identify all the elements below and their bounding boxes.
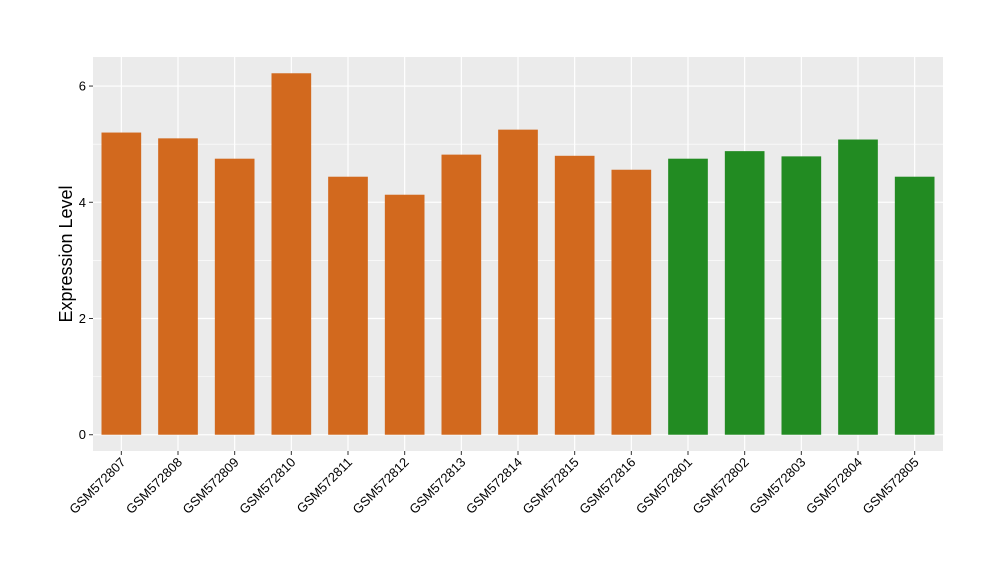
- bar: [724, 151, 765, 435]
- y-axis-title: Expression Level: [56, 185, 76, 322]
- bar: [158, 138, 198, 435]
- bar: [328, 176, 368, 435]
- y-tick-label: 6: [79, 79, 86, 94]
- x-axis: GSM572807GSM572808GSM572809GSM572810GSM5…: [66, 451, 922, 517]
- x-tick-label: GSM572805: [860, 455, 922, 517]
- bar: [554, 155, 595, 435]
- x-tick-label: GSM572815: [520, 455, 582, 517]
- y-tick-label: 4: [79, 195, 86, 210]
- x-tick-label: GSM572809: [180, 455, 242, 517]
- bar: [441, 154, 482, 435]
- x-tick-label: GSM572807: [66, 455, 128, 517]
- x-tick-label: GSM572816: [576, 455, 638, 517]
- x-tick-label: GSM572801: [633, 455, 695, 517]
- x-tick-label: GSM572814: [463, 455, 525, 517]
- bar: [894, 176, 935, 435]
- y-tick-label: 0: [79, 427, 86, 442]
- x-tick-label: GSM572811: [294, 455, 356, 517]
- bar: [838, 139, 878, 435]
- x-tick-label: GSM572803: [746, 455, 808, 517]
- bars: [101, 73, 935, 435]
- y-axis: 0 2 4 6: [79, 79, 93, 442]
- x-tick-label: GSM572804: [803, 455, 865, 517]
- bar: [498, 129, 538, 435]
- y-tick-label: 2: [79, 311, 86, 326]
- bar: [668, 158, 708, 435]
- x-tick-label: GSM572813: [406, 455, 468, 517]
- x-tick-label: GSM572810: [236, 455, 298, 517]
- bar: [611, 169, 652, 435]
- bar: [101, 132, 142, 435]
- bar: [271, 73, 312, 435]
- x-tick-label: GSM572802: [690, 455, 752, 517]
- bar: [214, 158, 255, 435]
- x-tick-label: GSM572812: [350, 455, 412, 517]
- bar: [384, 194, 425, 435]
- bar: [781, 156, 822, 435]
- x-tick-label: GSM572808: [123, 455, 185, 517]
